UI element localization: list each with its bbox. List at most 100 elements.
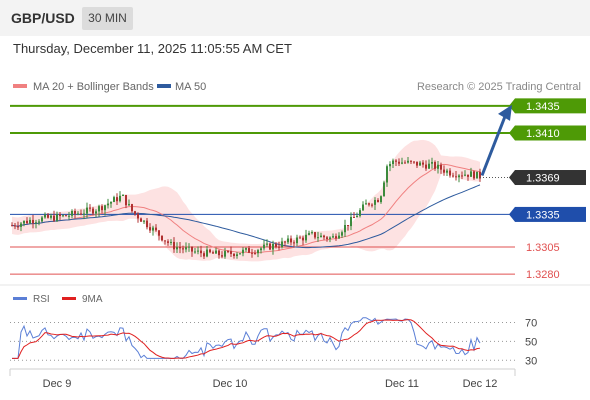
rsi-tick-70: 70 bbox=[525, 317, 537, 329]
candle-body bbox=[251, 252, 253, 254]
candle-body bbox=[134, 211, 136, 214]
candle-body bbox=[419, 162, 421, 166]
candle-body bbox=[278, 246, 280, 248]
candle-body bbox=[218, 250, 220, 256]
candle-body bbox=[416, 161, 418, 166]
candle-body bbox=[404, 162, 406, 164]
level-badge-1.3410 bbox=[515, 125, 586, 141]
candle-body bbox=[146, 220, 148, 228]
level-label-1.3335: 1.3335 bbox=[526, 209, 560, 221]
candle-body bbox=[122, 194, 124, 196]
rsi-legend-label: RSI bbox=[33, 294, 50, 305]
candle-body bbox=[356, 215, 358, 218]
candle-body bbox=[116, 197, 118, 202]
candle-body bbox=[65, 215, 67, 217]
candle-body bbox=[380, 196, 382, 203]
candle-body bbox=[434, 162, 436, 169]
rsi-ma-legend-label: 9MA bbox=[82, 294, 103, 305]
candle-body bbox=[440, 164, 442, 170]
forecast-arrow-head bbox=[498, 104, 512, 121]
current-price-pointer bbox=[509, 170, 515, 186]
rsi-panel: 70 50 30 bbox=[10, 317, 537, 367]
candle-body bbox=[95, 211, 97, 214]
candle-body bbox=[275, 243, 277, 247]
candle-body bbox=[41, 217, 43, 222]
candle-body bbox=[377, 199, 379, 203]
candle-body bbox=[272, 243, 274, 250]
level-label-1.3280: 1.3280 bbox=[526, 269, 560, 281]
candle-body bbox=[14, 225, 16, 227]
candle-body bbox=[140, 218, 142, 222]
candle-body bbox=[47, 214, 49, 218]
candle-body bbox=[455, 176, 457, 178]
candle-body bbox=[467, 174, 469, 177]
candle-body bbox=[203, 253, 205, 257]
candle-body bbox=[17, 226, 19, 228]
candle-body bbox=[473, 171, 475, 179]
candle-body bbox=[182, 248, 184, 250]
candle-body bbox=[452, 175, 454, 177]
candle-body bbox=[215, 250, 217, 254]
rsi-ma-legend-swatch bbox=[62, 297, 76, 300]
candle-body bbox=[299, 237, 301, 239]
candle-body bbox=[119, 195, 121, 202]
candle-body bbox=[368, 203, 370, 205]
candle-body bbox=[11, 225, 13, 227]
candle-body bbox=[281, 241, 283, 247]
candle-body bbox=[185, 247, 187, 250]
candle-body bbox=[323, 235, 325, 238]
candle-body bbox=[107, 203, 109, 206]
ma20-legend-swatch bbox=[13, 84, 27, 88]
candle-body bbox=[83, 213, 85, 215]
candle-body bbox=[80, 213, 82, 215]
candle-body bbox=[242, 249, 244, 254]
candle-body bbox=[191, 246, 193, 252]
candle-body bbox=[137, 213, 139, 219]
candle-body bbox=[425, 164, 427, 169]
bollinger-band bbox=[12, 139, 480, 262]
candle-body bbox=[374, 199, 376, 205]
candle-body bbox=[26, 220, 28, 224]
ma20-legend-label: MA 20 + Bollinger Bands bbox=[33, 81, 154, 93]
candle-body bbox=[152, 227, 154, 231]
candle-body bbox=[329, 237, 331, 239]
candle-body bbox=[20, 223, 22, 227]
candle-body bbox=[113, 197, 115, 202]
candle-body bbox=[458, 175, 460, 178]
candle-body bbox=[221, 255, 223, 257]
candle-body bbox=[293, 242, 295, 244]
candle-body bbox=[350, 217, 352, 227]
candle-body bbox=[32, 219, 34, 224]
symbol-title: GBP/USD bbox=[11, 10, 75, 26]
candle-body bbox=[395, 160, 397, 162]
candle-body bbox=[239, 253, 241, 255]
candle-body bbox=[50, 215, 52, 218]
candle-body bbox=[470, 171, 472, 177]
candle-body bbox=[257, 250, 259, 254]
candle-body bbox=[311, 232, 313, 234]
x-tick-dec11: Dec 11 bbox=[385, 378, 419, 390]
candle-body bbox=[284, 241, 286, 243]
candle-body bbox=[233, 253, 235, 257]
candle-body bbox=[260, 248, 262, 251]
candle-body bbox=[125, 194, 127, 206]
candle-body bbox=[44, 214, 46, 218]
forecast-arrow-shaft bbox=[480, 113, 508, 177]
candle-body bbox=[398, 161, 400, 164]
candle-body bbox=[269, 243, 271, 250]
candle-body bbox=[176, 247, 178, 250]
candle-body bbox=[164, 240, 166, 242]
candle-body bbox=[443, 169, 445, 173]
candle-body bbox=[86, 207, 88, 214]
candle-body bbox=[170, 241, 172, 243]
candle-body bbox=[410, 160, 412, 162]
timeframe-button[interactable]: 30 MIN bbox=[82, 7, 133, 30]
candle-body bbox=[317, 237, 319, 239]
candle-body bbox=[287, 238, 289, 243]
candle-body bbox=[326, 237, 328, 239]
candle-body bbox=[98, 206, 100, 212]
candle-body bbox=[110, 201, 112, 204]
candle-body bbox=[302, 237, 304, 241]
candle-body bbox=[149, 227, 151, 231]
